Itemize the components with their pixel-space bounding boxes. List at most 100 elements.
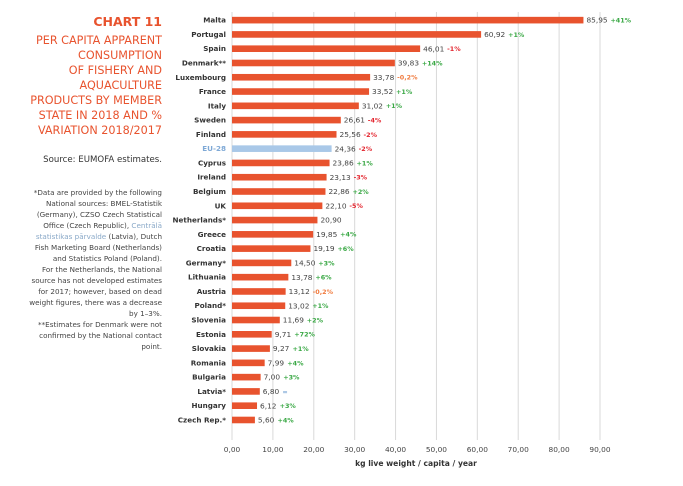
value-label: 22,10 bbox=[325, 201, 346, 210]
bar bbox=[232, 173, 327, 181]
category-label: Luxembourg bbox=[175, 73, 226, 82]
variation-label: -1% bbox=[447, 45, 461, 53]
footnote-line: Office (Czech Republic), Centrālā bbox=[43, 221, 162, 230]
bar bbox=[232, 159, 330, 167]
value-label: 46,01 bbox=[423, 44, 444, 53]
variation-label: -2% bbox=[359, 145, 373, 153]
x-tick-label: 80,00 bbox=[549, 445, 570, 454]
value-label: 6,80 bbox=[263, 387, 280, 396]
chart-title-line: PER CAPITA APPARENT bbox=[36, 34, 162, 47]
bar bbox=[232, 402, 258, 409]
value-label: 7,00 bbox=[264, 373, 281, 382]
x-tick-label: 90,00 bbox=[589, 445, 610, 454]
x-tick-label: 70,00 bbox=[508, 445, 529, 454]
category-label: France bbox=[199, 87, 226, 96]
value-label: 5,60 bbox=[258, 416, 275, 425]
bar bbox=[232, 316, 280, 324]
footnote-line: Fish Marketing Board (Netherlands) bbox=[34, 243, 162, 252]
footnote-line: for 2017; however, based on dead bbox=[38, 287, 162, 296]
value-label: 7,99 bbox=[268, 358, 285, 367]
category-label: Malta bbox=[203, 16, 226, 25]
variation-label: +1% bbox=[386, 102, 403, 110]
value-label: 9,27 bbox=[273, 344, 290, 353]
bar bbox=[232, 373, 261, 381]
variation-label: +1% bbox=[357, 159, 374, 167]
value-label: 31,02 bbox=[362, 101, 383, 110]
variation-label: +41% bbox=[610, 17, 631, 25]
footnote-line: (Germany), CZSO Czech Statistical bbox=[36, 210, 162, 219]
bar bbox=[232, 131, 337, 138]
chart-title-line: OF FISHERY AND bbox=[68, 64, 162, 77]
footnote-line: National sources: BMEL-Statistik bbox=[45, 199, 162, 208]
chart-number: CHART 11 bbox=[93, 14, 162, 29]
bar bbox=[232, 259, 292, 267]
category-label: Bulgaria bbox=[192, 373, 226, 382]
bar bbox=[232, 231, 314, 238]
footnote-line: statistikas pārvalde (Latvia), Dutch bbox=[35, 232, 162, 241]
bar bbox=[232, 116, 341, 124]
category-label: Slovakia bbox=[192, 344, 226, 353]
category-label: UK bbox=[215, 201, 227, 210]
bar bbox=[232, 188, 326, 195]
chart-title-line: VARIATION 2018/2017 bbox=[37, 124, 162, 137]
variation-label: = bbox=[282, 388, 287, 396]
value-label: 19,19 bbox=[313, 244, 334, 253]
footnote-line: weight figures, there was a decrease bbox=[29, 298, 162, 307]
variation-label: +4% bbox=[277, 416, 294, 424]
value-label: 23,13 bbox=[330, 173, 351, 182]
value-label: 11,69 bbox=[283, 316, 304, 325]
category-label: Denmark** bbox=[182, 58, 226, 67]
bar bbox=[232, 45, 421, 52]
category-label: Czech Rep.* bbox=[178, 415, 226, 424]
value-label: 14,50 bbox=[294, 259, 315, 268]
category-label: Slovenia bbox=[191, 316, 226, 325]
variation-label: +72% bbox=[294, 331, 315, 339]
chart-title: PER CAPITA APPARENT CONSUMPTION OF FISHE… bbox=[0, 33, 162, 138]
footnote: *Data are provided by the following Nati… bbox=[0, 187, 162, 352]
bars bbox=[232, 16, 584, 424]
variation-label: +4% bbox=[287, 359, 304, 367]
value-label: 39,83 bbox=[398, 59, 419, 68]
variation-label: +1% bbox=[293, 345, 310, 353]
x-tick-label: 50,00 bbox=[426, 445, 447, 454]
category-label: Estonia bbox=[196, 330, 226, 339]
x-tick-label: 40,00 bbox=[385, 445, 406, 454]
value-label: 33,52 bbox=[372, 87, 393, 96]
footnote-line: source has not developed estimates bbox=[31, 276, 162, 285]
category-label: Croatia bbox=[197, 244, 227, 253]
category-label: Latvia* bbox=[197, 387, 226, 396]
variation-label: +3% bbox=[283, 374, 300, 382]
bar bbox=[232, 288, 286, 295]
bar bbox=[232, 359, 265, 367]
value-label: 13,78 bbox=[291, 273, 312, 282]
value-label: 25,56 bbox=[340, 130, 361, 139]
chart-title-line: AQUACULTURE bbox=[79, 79, 162, 92]
x-axis-title: kg live weight / capita / year bbox=[355, 459, 477, 468]
value-label: 22,86 bbox=[328, 187, 349, 196]
value-label: 6,12 bbox=[260, 401, 276, 410]
category-label: Cyprus bbox=[198, 158, 226, 167]
variation-label: +4% bbox=[340, 231, 357, 239]
chart-title-line: PRODUCTS BY MEMBER bbox=[30, 94, 162, 107]
x-axis-ticks: 0,00 10,00 20,00 30,00 40,00 50,00 60,00 70,00 8… bbox=[224, 445, 611, 454]
bar bbox=[232, 245, 311, 252]
bar bbox=[232, 16, 584, 24]
bar bbox=[232, 31, 482, 38]
bar bbox=[232, 345, 270, 352]
category-label: Spain bbox=[203, 44, 226, 53]
bar bbox=[232, 73, 371, 81]
footnote-line: **Estimates for Denmark were not bbox=[37, 320, 162, 329]
bar bbox=[232, 388, 260, 395]
footnote-line: *Data are provided by the following bbox=[33, 188, 162, 197]
variation-label: -4% bbox=[368, 117, 382, 125]
variation-label: +1% bbox=[312, 302, 329, 310]
bar bbox=[232, 88, 370, 95]
x-tick-label: 30,00 bbox=[344, 445, 365, 454]
bar bbox=[232, 59, 395, 67]
category-label: Sweden bbox=[194, 116, 226, 125]
category-label: Germany* bbox=[186, 258, 226, 267]
footnote-line: by 1–3%. bbox=[129, 309, 162, 318]
variation-label: +3% bbox=[280, 402, 297, 410]
gridlines bbox=[231, 12, 601, 440]
